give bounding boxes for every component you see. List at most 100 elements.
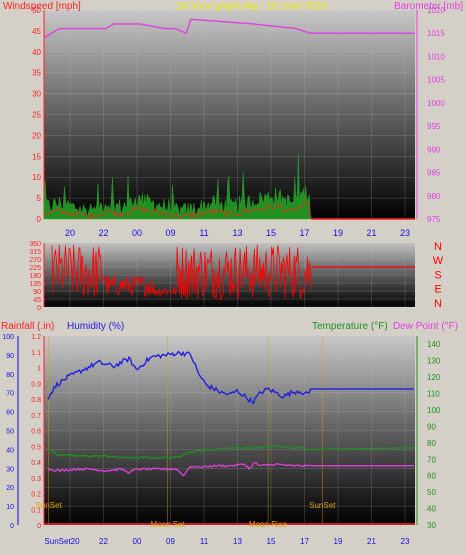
y-tick-label-temp: 130 bbox=[427, 357, 441, 366]
humidity-axis-title: Humidity (%) bbox=[67, 321, 124, 332]
event-label: Moon Set bbox=[151, 520, 186, 529]
baro-axis-title: Barometer [mb] bbox=[394, 1, 463, 12]
y-tick-label-baro: 995 bbox=[427, 122, 441, 131]
x-tick-label-temp: 15 bbox=[267, 537, 276, 546]
event-label: Moon Rise bbox=[249, 520, 288, 529]
y-tick-label-temp: 100 bbox=[427, 406, 441, 415]
x-tick-label: 11 bbox=[199, 228, 208, 238]
y-tick-label-dir: 90 bbox=[33, 289, 41, 296]
y-tick-label-temp: 120 bbox=[427, 373, 441, 382]
y-tick-label-wind: 35 bbox=[32, 69, 41, 78]
y-tick-label-baro: 980 bbox=[427, 192, 441, 201]
y-tick-label-wind: 50 bbox=[32, 6, 41, 15]
y-tick-label-rain: 0.8 bbox=[31, 397, 41, 404]
y-tick-label-hum: 60 bbox=[6, 410, 14, 417]
y-tick-label-rain: 0.7 bbox=[31, 413, 41, 420]
y-tick-label-rain: 0.2 bbox=[31, 492, 41, 499]
compass-letter: W bbox=[433, 255, 444, 267]
y-tick-label-rain: 1 bbox=[37, 366, 41, 373]
dewpoint-axis-title: Dew Point (°F) bbox=[393, 321, 458, 332]
compass-letter: N bbox=[434, 298, 442, 310]
x-tick-label: 13 bbox=[232, 228, 242, 238]
y-tick-label-dir: 180 bbox=[29, 273, 41, 280]
x-tick-label-temp: 19 bbox=[334, 537, 343, 546]
x-tick-label: 00 bbox=[132, 228, 142, 238]
y-tick-label-dir: 45 bbox=[33, 297, 41, 304]
x-tick-label-temp: 22 bbox=[99, 537, 108, 546]
humidity-line bbox=[47, 350, 414, 405]
y-tick-label-rain: 0 bbox=[37, 523, 41, 530]
chart-title: 24 hour graph day : 15 June 2016 bbox=[177, 1, 328, 12]
x-tick-label-temp: 23 bbox=[401, 537, 410, 546]
y-tick-label-temp: 50 bbox=[427, 488, 436, 497]
y-tick-label-hum: 30 bbox=[6, 466, 14, 473]
wind-direction-line bbox=[51, 244, 312, 301]
y-tick-label-hum: 20 bbox=[6, 485, 14, 492]
y-tick-label-hum: 50 bbox=[6, 429, 14, 436]
y-tick-label-hum: 0 bbox=[10, 523, 14, 530]
y-tick-label-wind: 30 bbox=[32, 90, 41, 99]
y-tick-label-baro: 1010 bbox=[427, 52, 445, 61]
x-tick-label-temp: 13 bbox=[233, 537, 242, 546]
y-tick-label-rain: 0.6 bbox=[31, 429, 41, 436]
y-tick-label-rain: 0.1 bbox=[31, 507, 41, 514]
y-tick-label-dir: 270 bbox=[29, 257, 41, 264]
y-tick-label-rain: 0.4 bbox=[31, 460, 41, 467]
y-tick-label-hum: 100 bbox=[2, 334, 14, 341]
y-tick-label-wind: 15 bbox=[32, 152, 41, 161]
y-tick-label-hum: 70 bbox=[6, 391, 14, 398]
y-tick-label-temp: 110 bbox=[427, 390, 440, 399]
y-tick-label-wind: 25 bbox=[32, 111, 41, 120]
y-tick-label-hum: 90 bbox=[6, 353, 14, 360]
y-tick-label-dir: 135 bbox=[29, 281, 41, 288]
compass-letter: N bbox=[434, 241, 442, 253]
plot-area-direction bbox=[44, 243, 415, 307]
y-tick-label-baro: 975 bbox=[427, 215, 441, 224]
y-tick-label-temp: 60 bbox=[427, 472, 436, 481]
x-tick-label-temp: 00 bbox=[133, 537, 142, 546]
x-tick-label-temp: 17 bbox=[300, 537, 309, 546]
temperature-axis-title: Temperature (°F) bbox=[312, 321, 388, 332]
y-tick-label-temp: 30 bbox=[427, 521, 436, 530]
wind-average-line bbox=[43, 200, 311, 220]
temperature-line bbox=[47, 444, 414, 460]
y-tick-label-baro: 990 bbox=[427, 145, 441, 154]
y-tick-label-temp: 40 bbox=[427, 505, 436, 514]
y-tick-label-wind: 40 bbox=[32, 48, 41, 57]
plot-area-temp bbox=[44, 336, 415, 525]
y-tick-label-dir: 360 bbox=[29, 241, 41, 248]
x-tick-label-temp: 21 bbox=[367, 537, 376, 546]
x-tick-label: 23 bbox=[400, 228, 410, 238]
y-tick-label-baro: 1015 bbox=[427, 29, 445, 38]
x-tick-label: 17 bbox=[299, 228, 309, 238]
compass-letter: E bbox=[434, 284, 441, 296]
y-tick-label-rain: 1.1 bbox=[31, 350, 41, 357]
y-tick-label-baro: 1020 bbox=[427, 6, 445, 15]
y-tick-label-hum: 80 bbox=[6, 372, 14, 379]
barometer-line bbox=[43, 18, 415, 39]
x-tick-label: 22 bbox=[98, 228, 108, 238]
y-tick-label-wind: 5 bbox=[37, 194, 42, 203]
event-label: SunSet bbox=[309, 501, 336, 510]
y-tick-label-wind: 10 bbox=[32, 173, 41, 182]
y-tick-label-temp: 70 bbox=[427, 455, 436, 464]
x-tick-label: 21 bbox=[366, 228, 376, 238]
x-tick-label-temp: SunSet20 bbox=[44, 537, 80, 546]
y-tick-label-hum: 40 bbox=[6, 447, 14, 454]
y-tick-label-baro: 985 bbox=[427, 169, 441, 178]
x-tick-label: 20 bbox=[65, 228, 75, 238]
x-tick-label-temp: 09 bbox=[166, 537, 175, 546]
x-tick-label-temp: 11 bbox=[200, 537, 209, 546]
y-tick-label-baro: 1005 bbox=[427, 76, 445, 85]
y-tick-label-rain: 0.5 bbox=[31, 444, 41, 451]
x-tick-label: 09 bbox=[165, 228, 175, 238]
y-tick-label-dir: 225 bbox=[29, 265, 41, 272]
y-tick-label-temp: 90 bbox=[427, 422, 436, 431]
event-label: SunSet bbox=[36, 501, 63, 510]
y-tick-label-wind: 20 bbox=[32, 131, 41, 140]
y-tick-label-rain: 1.2 bbox=[31, 334, 41, 341]
wind-axis-title: Windspeed [mph] bbox=[3, 1, 81, 12]
x-tick-label: 15 bbox=[266, 228, 276, 238]
